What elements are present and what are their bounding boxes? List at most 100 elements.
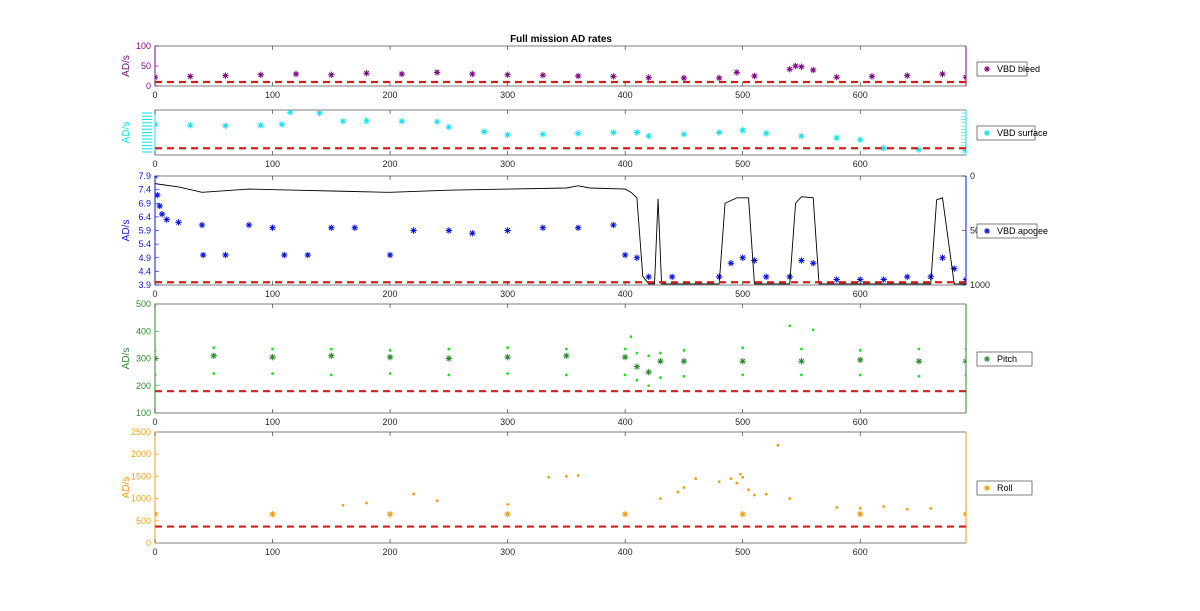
data-point <box>682 348 686 352</box>
data-point <box>939 70 946 78</box>
x-tick-label: 0 <box>152 159 157 169</box>
data-point <box>633 363 641 370</box>
data-point <box>386 251 394 259</box>
x-tick-label: 400 <box>618 90 633 100</box>
data-point <box>629 335 633 339</box>
y-tick-label: 4.9 <box>138 253 151 263</box>
y-tick-label-right: 1000 <box>970 280 990 290</box>
data-point <box>915 358 923 365</box>
data-point <box>155 176 159 180</box>
data-point <box>155 373 157 377</box>
data-point <box>445 123 453 131</box>
data-point <box>469 70 476 78</box>
panel-apogee: 0 100 200 300 400 500 600 3.9 4.4 4.9 5.4 5.9 6.4 6.9… <box>121 171 1048 299</box>
data-point <box>504 227 511 234</box>
data-point <box>504 510 511 518</box>
data-point <box>445 355 453 362</box>
panel-surface: 0 100 200 300 400 500 600 AD/s VBD surface <box>121 109 1048 169</box>
data-point <box>659 351 662 355</box>
data-point <box>574 72 582 80</box>
x-tick-label: 100 <box>265 289 280 299</box>
x-tick-label: 200 <box>383 289 398 299</box>
data-point <box>751 72 758 80</box>
data-point <box>304 251 311 259</box>
data-point <box>623 347 627 351</box>
data-point <box>386 510 394 518</box>
data-point <box>964 373 966 377</box>
x-tick-label: 300 <box>500 417 515 427</box>
data-point <box>715 74 723 82</box>
data-point <box>156 202 163 210</box>
legend-marker <box>984 485 990 491</box>
x-tick-label: 200 <box>383 159 398 169</box>
data-point <box>388 348 392 352</box>
data-point <box>800 373 803 377</box>
y-axis-label: AD/s <box>121 55 132 77</box>
y-axis-label: AD/s <box>121 220 132 242</box>
data-point <box>715 273 723 281</box>
y-tick-label: 5.4 <box>138 239 151 249</box>
data-point <box>564 373 568 377</box>
data-point <box>328 71 335 78</box>
data-point <box>857 136 864 143</box>
x-tick-label: 600 <box>853 289 868 299</box>
data-point <box>329 347 333 351</box>
data-point <box>645 74 652 81</box>
data-point <box>504 353 511 361</box>
data-point <box>857 356 864 364</box>
data-point <box>776 443 780 447</box>
x-tick-label: 400 <box>618 159 633 169</box>
y-tick-label: 0 <box>146 538 151 548</box>
data-point <box>633 254 641 261</box>
plot-area <box>154 175 967 286</box>
data-point <box>155 74 159 81</box>
data-point <box>212 346 216 349</box>
data-point <box>269 224 276 231</box>
data-point <box>504 71 511 78</box>
data-point <box>682 486 686 489</box>
data-point <box>621 510 629 518</box>
legend-label: VBD bleed <box>997 64 1040 74</box>
data-point <box>833 74 840 81</box>
legend-label: VBD surface <box>997 128 1048 138</box>
data-point <box>506 346 510 349</box>
data-point <box>680 358 688 365</box>
data-point <box>905 507 909 511</box>
chart-title: Full mission AD rates <box>510 34 612 45</box>
y-tick-label-right: 0 <box>970 171 975 181</box>
y-tick-label: 6.9 <box>138 198 151 208</box>
data-point <box>880 145 887 152</box>
legend-marker <box>984 356 990 362</box>
x-tick-label: 300 <box>500 159 515 169</box>
data-point <box>271 347 274 351</box>
data-point <box>657 358 664 365</box>
data-point <box>341 503 345 507</box>
legend-marker <box>984 66 990 72</box>
data-point <box>800 347 803 351</box>
legend-box <box>976 125 1036 141</box>
data-point <box>917 347 921 351</box>
data-point <box>271 372 274 375</box>
data-point <box>788 324 792 328</box>
data-point <box>868 73 876 80</box>
data-point <box>741 475 745 479</box>
legend-box <box>976 480 1033 496</box>
data-point <box>645 273 652 281</box>
marks-surface <box>155 110 966 154</box>
y-tick-label: 0 <box>146 81 151 91</box>
x-tick-label: 500 <box>735 90 750 100</box>
data-point <box>680 74 688 82</box>
legend-box <box>976 223 1038 239</box>
data-point <box>729 477 733 481</box>
data-point <box>668 273 676 281</box>
y-tick-label: 100 <box>136 41 151 51</box>
y-tick-label: 7.4 <box>138 185 151 195</box>
legend-marker <box>984 228 990 234</box>
y-tick-label: 5.9 <box>138 226 151 236</box>
data-point <box>339 118 347 125</box>
x-tick-label: 300 <box>500 289 515 299</box>
data-point <box>329 373 333 377</box>
y-tick-label: 4.4 <box>138 266 151 276</box>
data-point <box>198 221 206 229</box>
x-tick-label: 0 <box>152 547 157 557</box>
